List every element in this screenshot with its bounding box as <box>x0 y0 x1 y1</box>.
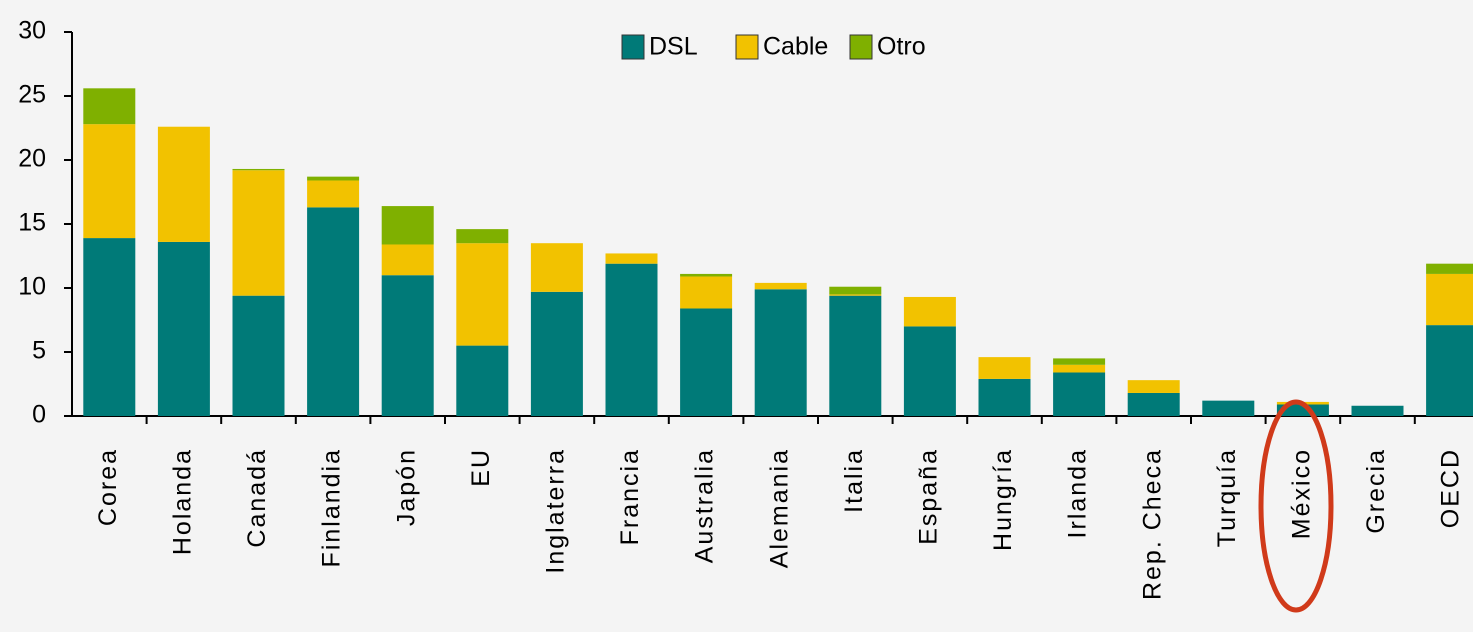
bar-segment <box>83 88 136 125</box>
highlight-ellipse <box>1258 399 1334 613</box>
bar-segment <box>1053 372 1106 416</box>
bar-segment <box>1127 380 1180 393</box>
x-tick-label: Irlanda <box>1064 448 1092 538</box>
y-tick-label: 0 <box>32 401 46 429</box>
y-tick-label: 15 <box>18 209 46 237</box>
bar-segment <box>829 295 882 416</box>
bar-segment <box>903 296 956 327</box>
legend-label: Otro <box>877 33 926 61</box>
bar-segment <box>157 126 210 242</box>
bar-segment <box>1053 364 1106 373</box>
bar-segment <box>1053 358 1106 365</box>
bar-segment <box>754 289 807 416</box>
bar-segment <box>978 378 1031 416</box>
x-tick-label: Alemania <box>765 448 793 568</box>
bar-segment <box>381 244 434 276</box>
x-tick-label: Inglaterra <box>542 448 570 574</box>
y-tick-label: 10 <box>18 273 46 301</box>
bar-segment <box>680 276 733 309</box>
x-tick-label: Japón <box>392 448 420 526</box>
x-tick-label: España <box>915 448 943 545</box>
bar-segment <box>1426 263 1473 274</box>
bar-segment <box>83 238 136 416</box>
bar-segment <box>1127 392 1180 416</box>
bar-segment <box>157 241 210 416</box>
x-tick-label: Italia <box>840 448 868 513</box>
bar-segment <box>1202 400 1255 416</box>
bar-segment <box>829 286 882 295</box>
bar-segment <box>456 243 509 346</box>
y-tick-label: 20 <box>18 145 46 173</box>
bar-segment <box>605 253 658 264</box>
bar-segment <box>754 282 807 290</box>
legend-swatch <box>849 34 873 60</box>
bar-segment <box>232 168 285 171</box>
legend-swatch <box>621 34 645 60</box>
legend-label: Cable <box>763 33 828 61</box>
legend-label: DSL <box>649 33 698 61</box>
bar-segment <box>605 263 658 416</box>
bar-segment <box>307 180 360 208</box>
bar-segment <box>307 176 360 181</box>
x-tick-label: Finlandia <box>318 448 346 567</box>
bar-segment <box>903 326 956 416</box>
legend-swatch <box>735 34 759 60</box>
bar-segment <box>456 345 509 416</box>
bar-segment <box>381 206 434 245</box>
bar-segment <box>307 207 360 416</box>
x-tick-label: Turquía <box>1213 448 1241 547</box>
bar-segment <box>978 357 1031 379</box>
x-tick-label: Francia <box>616 448 644 545</box>
x-tick-label: México <box>1288 448 1316 539</box>
bar-segment <box>1351 405 1404 416</box>
x-tick-label: Holanda <box>169 448 197 555</box>
bar-segment <box>530 243 583 292</box>
x-tick-label: OECD <box>1437 448 1465 528</box>
y-tick-label: 5 <box>32 337 46 365</box>
bar-segment <box>83 124 136 239</box>
x-tick-label: Corea <box>94 448 122 526</box>
x-tick-label: EU <box>467 448 495 487</box>
bar-segment <box>381 275 434 416</box>
bar-segment <box>680 273 733 277</box>
bar-segment <box>232 170 285 296</box>
x-tick-label: Hungría <box>989 448 1017 551</box>
bar-segment <box>1276 404 1329 416</box>
y-tick-label: 25 <box>18 81 46 109</box>
bar-segment <box>530 291 583 416</box>
y-tick-label: 30 <box>18 17 46 45</box>
x-tick-label: Grecia <box>1362 448 1390 534</box>
bar-segment <box>1426 273 1473 326</box>
x-tick-label: Australia <box>691 448 719 563</box>
x-tick-label: Rep. Checa <box>1138 448 1166 600</box>
bar-segment <box>1426 325 1473 416</box>
bar-segment <box>829 294 882 296</box>
bar-segment <box>232 295 285 416</box>
bar-segment <box>680 308 733 416</box>
bar-segment <box>456 229 509 244</box>
x-tick-label: Canadá <box>243 448 271 548</box>
